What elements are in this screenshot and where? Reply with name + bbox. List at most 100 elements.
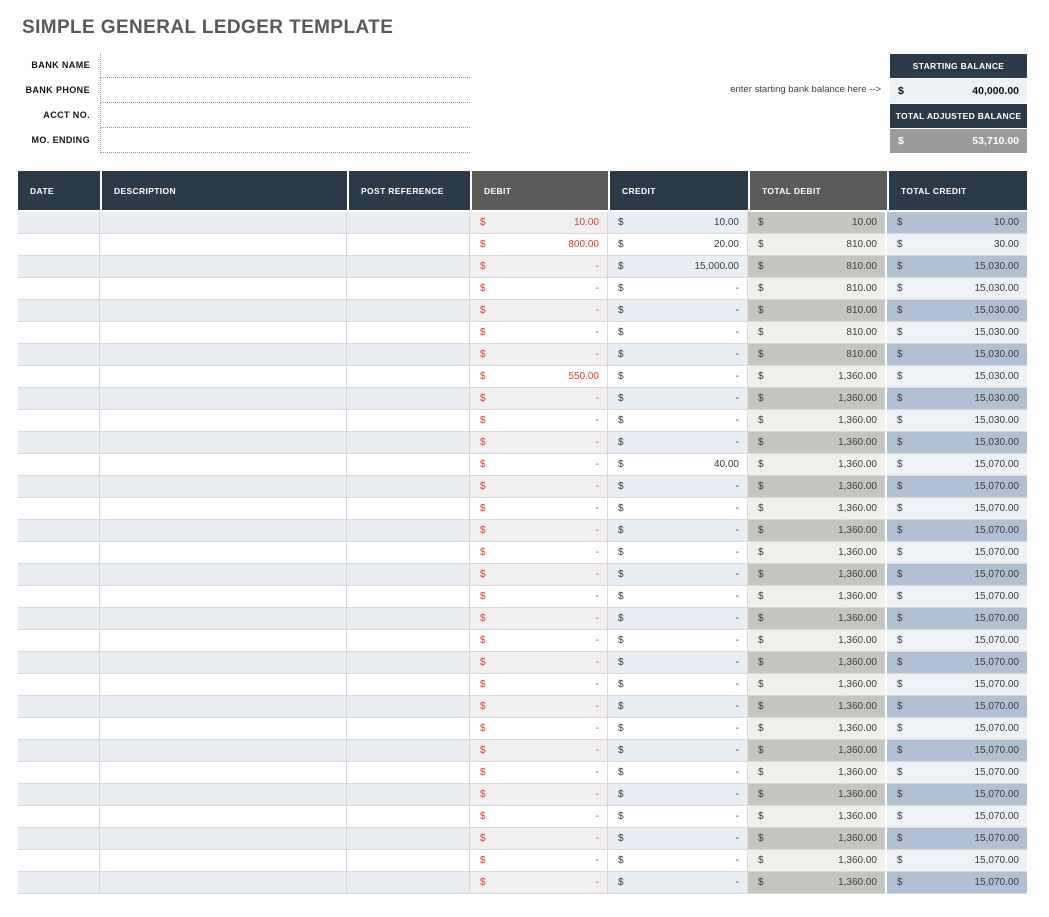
cell-date[interactable] — [18, 322, 100, 344]
cell-debit[interactable]: $ - — [470, 762, 608, 784]
cell-post-reference[interactable] — [347, 564, 470, 586]
cell-post-reference[interactable] — [347, 784, 470, 806]
cell-description[interactable] — [100, 278, 347, 300]
cell-debit[interactable]: $ - — [470, 586, 608, 608]
cell-post-reference[interactable] — [347, 388, 470, 410]
cell-description[interactable] — [100, 476, 347, 498]
cell-date[interactable] — [18, 674, 100, 696]
cell-total-debit[interactable]: $810.00 — [748, 256, 887, 278]
cell-debit[interactable]: $ - — [470, 564, 608, 586]
cell-total-debit[interactable]: $810.00 — [748, 300, 887, 322]
cell-date[interactable] — [18, 740, 100, 762]
cell-credit[interactable]: $ - — [608, 696, 748, 718]
cell-total-debit[interactable]: $1,360.00 — [748, 872, 887, 894]
cell-post-reference[interactable] — [347, 256, 470, 278]
cell-credit[interactable]: $40.00 — [608, 454, 748, 476]
cell-credit[interactable]: $20.00 — [608, 234, 748, 256]
cell-date[interactable] — [18, 850, 100, 872]
cell-total-debit[interactable]: $1,360.00 — [748, 674, 887, 696]
cell-date[interactable] — [18, 410, 100, 432]
cell-total-debit[interactable]: $1,360.00 — [748, 586, 887, 608]
cell-total-debit[interactable]: $810.00 — [748, 344, 887, 366]
cell-total-debit[interactable]: $1,360.00 — [748, 696, 887, 718]
cell-post-reference[interactable] — [347, 828, 470, 850]
cell-description[interactable] — [100, 762, 347, 784]
cell-description[interactable] — [100, 344, 347, 366]
cell-description[interactable] — [100, 212, 347, 234]
cell-post-reference[interactable] — [347, 762, 470, 784]
cell-credit[interactable]: $ - — [608, 762, 748, 784]
cell-debit[interactable]: $550.00 — [470, 366, 608, 388]
cell-credit[interactable]: $ - — [608, 388, 748, 410]
cell-total-debit[interactable]: $1,360.00 — [748, 498, 887, 520]
cell-post-reference[interactable] — [347, 850, 470, 872]
cell-description[interactable] — [100, 454, 347, 476]
cell-credit[interactable]: $15,000.00 — [608, 256, 748, 278]
cell-description[interactable] — [100, 410, 347, 432]
cell-total-debit[interactable]: $1,360.00 — [748, 410, 887, 432]
cell-post-reference[interactable] — [347, 212, 470, 234]
cell-debit[interactable]: $ - — [470, 630, 608, 652]
cell-post-reference[interactable] — [347, 410, 470, 432]
cell-total-credit[interactable]: $15,030.00 — [887, 256, 1027, 278]
cell-credit[interactable]: $ - — [608, 542, 748, 564]
cell-debit[interactable]: $ - — [470, 872, 608, 894]
cell-credit[interactable]: $ - — [608, 784, 748, 806]
cell-credit[interactable]: $ - — [608, 520, 748, 542]
cell-post-reference[interactable] — [347, 718, 470, 740]
cell-credit[interactable]: $ - — [608, 828, 748, 850]
cell-date[interactable] — [18, 256, 100, 278]
cell-debit[interactable]: $ - — [470, 454, 608, 476]
cell-total-debit[interactable]: $1,360.00 — [748, 432, 887, 454]
cell-total-credit[interactable]: $15,030.00 — [887, 322, 1027, 344]
cell-total-debit[interactable]: $1,360.00 — [748, 850, 887, 872]
cell-total-debit[interactable]: $1,360.00 — [748, 718, 887, 740]
cell-post-reference[interactable] — [347, 696, 470, 718]
cell-post-reference[interactable] — [347, 344, 470, 366]
cell-date[interactable] — [18, 454, 100, 476]
cell-total-debit[interactable]: $10.00 — [748, 212, 887, 234]
cell-description[interactable] — [100, 784, 347, 806]
cell-debit[interactable]: $ - — [470, 652, 608, 674]
cell-date[interactable] — [18, 608, 100, 630]
cell-date[interactable] — [18, 300, 100, 322]
cell-debit[interactable]: $ - — [470, 300, 608, 322]
cell-post-reference[interactable] — [347, 278, 470, 300]
cell-description[interactable] — [100, 696, 347, 718]
cell-post-reference[interactable] — [347, 454, 470, 476]
cell-total-debit[interactable]: $1,360.00 — [748, 652, 887, 674]
cell-date[interactable] — [18, 630, 100, 652]
cell-post-reference[interactable] — [347, 652, 470, 674]
cell-description[interactable] — [100, 828, 347, 850]
cell-post-reference[interactable] — [347, 872, 470, 894]
cell-credit[interactable]: $ - — [608, 476, 748, 498]
cell-description[interactable] — [100, 300, 347, 322]
cell-credit[interactable]: $ - — [608, 564, 748, 586]
cell-description[interactable] — [100, 322, 347, 344]
cell-date[interactable] — [18, 344, 100, 366]
cell-total-credit[interactable]: $15,030.00 — [887, 300, 1027, 322]
cell-total-credit[interactable]: $15,070.00 — [887, 718, 1027, 740]
cell-total-debit[interactable]: $1,360.00 — [748, 520, 887, 542]
cell-total-credit[interactable]: $15,030.00 — [887, 278, 1027, 300]
cell-total-debit[interactable]: $810.00 — [748, 322, 887, 344]
cell-debit[interactable]: $ - — [470, 784, 608, 806]
cell-credit[interactable]: $ - — [608, 850, 748, 872]
cell-post-reference[interactable] — [347, 520, 470, 542]
cell-date[interactable] — [18, 498, 100, 520]
cell-date[interactable] — [18, 234, 100, 256]
cell-total-credit[interactable]: $15,070.00 — [887, 542, 1027, 564]
cell-credit[interactable]: $ - — [608, 498, 748, 520]
cell-total-debit[interactable]: $1,360.00 — [748, 476, 887, 498]
cell-total-credit[interactable]: $15,070.00 — [887, 586, 1027, 608]
cell-credit[interactable]: $ - — [608, 630, 748, 652]
bank-phone-field[interactable] — [100, 78, 470, 103]
cell-credit[interactable]: $10.00 — [608, 212, 748, 234]
cell-date[interactable] — [18, 366, 100, 388]
cell-post-reference[interactable] — [347, 586, 470, 608]
cell-total-credit[interactable]: $15,030.00 — [887, 366, 1027, 388]
cell-credit[interactable]: $ - — [608, 740, 748, 762]
cell-post-reference[interactable] — [347, 740, 470, 762]
cell-debit[interactable]: $ - — [470, 718, 608, 740]
cell-post-reference[interactable] — [347, 498, 470, 520]
